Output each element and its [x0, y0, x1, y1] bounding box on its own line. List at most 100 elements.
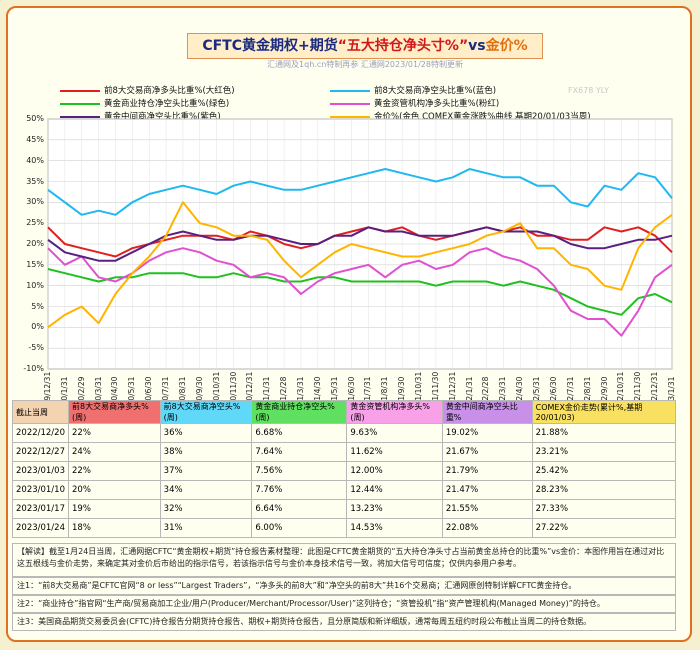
table-cell: 2023/01/03	[12, 461, 69, 481]
title-part-1: CFTC黄金期权+期货	[202, 38, 338, 54]
table-header-row: 截止当周 前8大交易商净多头%(周) 前8大交易商净空头%(周) 黄金商业持仓净空头%…	[12, 400, 677, 424]
legend-swatch	[60, 115, 100, 118]
y-tick-label: -5%	[28, 343, 44, 353]
table-cell: 7.64%	[251, 442, 348, 462]
table-cell: 22.08%	[441, 518, 533, 538]
table-header-cell: COMEX金价走势(累计%,基期20/01/03)	[531, 400, 677, 424]
table-cell: 19%	[68, 499, 161, 519]
table-cell: 6.00%	[251, 518, 348, 538]
chart-title: CFTC黄金期权+期货“五大持仓净头寸%”vs金价%	[187, 33, 543, 59]
table-cell: 27.33%	[531, 499, 677, 519]
table-cell: 23.21%	[531, 442, 677, 462]
table-cell: 2023/01/17	[12, 499, 69, 519]
note-explain: 【解读】截至1月24日当周，汇通网据CFTC“黄金期权+期货”持仓报告素材整理：…	[12, 543, 676, 577]
table-header-cell: 前8大交易商净空头%(周)	[159, 400, 253, 424]
table-cell: 9.63%	[346, 423, 443, 443]
legend-swatch	[330, 102, 370, 105]
table-cell: 32%	[159, 499, 253, 519]
table-cell: 6.68%	[251, 423, 348, 443]
y-tick-label: 45%	[26, 134, 44, 144]
table-cell: 7.76%	[251, 480, 348, 500]
legend-item: 黄金资管机构净多头比重%(粉红)	[330, 97, 499, 109]
table-row: 2023/01/03 22% 37% 7.56% 12.00% 21.79% 25.42%	[12, 461, 677, 481]
table-cell: 24%	[68, 442, 161, 462]
table-row: 2022/12/20 22% 36% 6.68% 9.63% 19.02% 21.88%	[12, 423, 677, 443]
table-header-cell: 黄金商业持仓净空头%(周)	[251, 400, 348, 424]
table-cell: 7.56%	[251, 461, 348, 481]
table-row: 2023/01/10 20% 34% 7.76% 12.44% 21.47% 28.23%	[12, 480, 677, 500]
table-cell: 21.88%	[531, 423, 677, 443]
table-cell: 22%	[68, 461, 161, 481]
y-tick-label: 35%	[26, 176, 44, 186]
table-cell: 34%	[159, 480, 253, 500]
table-cell: 27.22%	[531, 518, 677, 538]
table-header-cell: 前8大交易商净多头%(周)	[68, 400, 161, 424]
legend-item: 金价%(金色 COMEX黄金涨跌%曲线 基期20/01/03当周)	[330, 110, 591, 122]
note-1: 注1：“前8大交易商”是CFTC官网“8 or less”“Largest Tr…	[12, 577, 676, 595]
table-cell: 22%	[68, 423, 161, 443]
table-cell: 11.62%	[346, 442, 443, 462]
table-header-cell: 黄金资管机构净多头%(周)	[346, 400, 443, 424]
y-tick-label: -10%	[23, 364, 44, 373]
legend-label: 前8大交易商净多头比重%(大红色)	[104, 86, 235, 96]
legend-label: 前8大交易商净空头比重%(蓝色)	[374, 86, 497, 96]
table-row: 2023/01/17 19% 32% 6.64% 13.23% 21.55% 27.33%	[12, 499, 677, 519]
table-cell: 38%	[159, 442, 253, 462]
title-part-3: vs	[468, 38, 486, 54]
y-tick-label: 20%	[26, 239, 44, 248]
y-tick-label: 30%	[26, 197, 44, 207]
y-tick-label: 5%	[31, 301, 44, 311]
table-cell: 6.64%	[251, 499, 348, 519]
watermark: fx678	[410, 228, 433, 237]
legend-label: 黄金中间商净空头比重%(紫色)	[104, 112, 221, 122]
table-cell: 2023/01/24	[12, 518, 69, 538]
table-cell: 21.67%	[441, 442, 533, 462]
table-row: 2022/12/27 24% 38% 7.64% 11.62% 21.67% 23.21%	[12, 442, 677, 462]
y-tick-label: 40%	[26, 155, 44, 165]
summary-table: 截止当周 前8大交易商净多头%(周) 前8大交易商净空头%(周) 黄金商业持仓净空头%…	[12, 400, 677, 538]
table-cell: 21.79%	[441, 461, 533, 481]
legend-swatch	[330, 89, 370, 92]
legend-swatch	[60, 102, 100, 105]
watermark: fx678	[530, 196, 553, 205]
title-part-4: 金价%	[485, 38, 528, 54]
legend-label: 金价%(金色 COMEX黄金涨跌%曲线 基期20/01/03当周)	[374, 112, 591, 122]
table-cell: 36%	[159, 423, 253, 443]
table-row: 2023/01/24 18% 31% 6.00% 14.53% 22.08% 27.22%	[12, 518, 677, 538]
table-header-cell: 截止当周	[12, 400, 69, 424]
chart-subtitle: 汇通网及1qh.cn特制再参 汇通网2023/01/28特制更新	[267, 60, 463, 69]
table-cell: 2022/12/27	[12, 442, 69, 462]
y-tick-label: 25%	[26, 218, 44, 228]
watermark: fx678	[390, 180, 413, 189]
table-cell: 19.02%	[441, 423, 533, 443]
y-tick-label: 10%	[26, 280, 44, 290]
legend-item: 前8大交易商净多头比重%(大红色)	[60, 84, 235, 96]
note-3: 注3：美国商品期货交易委员会(CFTC)持仓报告分期货持仓报告、期权+期货持仓报…	[12, 613, 676, 631]
table-cell: 18%	[68, 518, 161, 538]
table-cell: 2023/01/10	[12, 480, 69, 500]
table-cell: 25.42%	[531, 461, 677, 481]
legend-label: 黄金资管机构净多头比重%(粉红)	[374, 99, 500, 109]
table-cell: 37%	[159, 461, 253, 481]
table-cell: 31%	[159, 518, 253, 538]
legend-swatch	[330, 115, 370, 118]
table-cell: 20%	[68, 480, 161, 500]
watermark: FX678 YLY	[568, 86, 610, 95]
y-tick-label: 0%	[31, 322, 44, 332]
y-tick-label: 50%	[26, 114, 44, 123]
y-tick-label: 15%	[26, 259, 44, 269]
table-cell: 28.23%	[531, 480, 677, 500]
table-cell: 21.55%	[441, 499, 533, 519]
table-cell: 21.47%	[441, 480, 533, 500]
table-cell: 12.44%	[346, 480, 443, 500]
table-cell: 12.00%	[346, 461, 443, 481]
table-cell: 14.53%	[346, 518, 443, 538]
table-cell: 2022/12/20	[12, 423, 69, 443]
legend-item: 前8大交易商净空头比重%(蓝色)	[330, 84, 496, 96]
table-cell: 13.23%	[346, 499, 443, 519]
legend-label: 黄金商业持仓净空头比重%(绿色)	[104, 99, 230, 109]
title-part-2: “五大持仓净头寸%”	[337, 38, 469, 54]
legend-item: 黄金商业持仓净空头比重%(绿色)	[60, 97, 229, 109]
watermark: fx678	[290, 196, 313, 205]
legend-item: 黄金中间商净空头比重%(紫色)	[60, 110, 221, 122]
